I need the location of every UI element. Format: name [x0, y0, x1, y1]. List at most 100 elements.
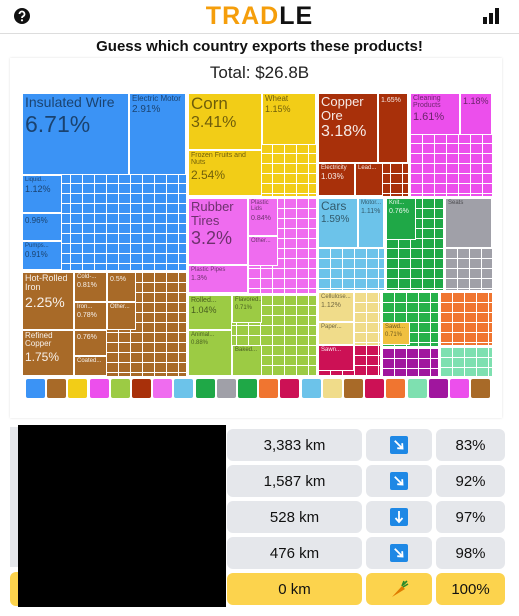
tile-label: Refined Copper — [25, 331, 53, 349]
direction-cell — [366, 573, 432, 605]
tile-label: Baked... — [235, 347, 258, 353]
treemap-tile: Motor... 1.11% — [358, 198, 384, 248]
total: Total: $26.8B — [209, 63, 310, 82]
category-icon — [47, 379, 67, 398]
tile-label: Rubber Tires — [191, 199, 234, 228]
tile-value: 0.81% — [77, 282, 97, 290]
tile-label: Cleaning Products — [413, 95, 441, 110]
treemap-tile: Paper... — [318, 322, 354, 345]
tile-label: Corn — [191, 94, 228, 113]
treemap-tile: Coated... — [74, 356, 107, 376]
category-icon — [301, 379, 321, 398]
treemap-tile: Flavored... 0.71% — [232, 295, 262, 323]
redacted — [18, 425, 226, 607]
help-icon[interactable] — [13, 7, 31, 25]
treemap-tile: 0.76% — [74, 330, 107, 356]
treemap-tile: Rubber Tires 3.2% — [188, 198, 248, 265]
name-cells — [10, 427, 18, 567]
tile-label: Coated... — [77, 358, 102, 364]
tile-label: Animal... — [191, 332, 215, 338]
percent-cell: 98% — [436, 537, 505, 569]
treemap-tile: Iron... 0.78% — [74, 302, 107, 330]
treemap-tile: Liquid... 1.12% — [22, 175, 62, 213]
treemap-tile: Sawd... 0.71% — [382, 322, 410, 345]
treemap-tile: Animal... 0.88% — [188, 330, 232, 376]
tile-value: 3.18% — [321, 123, 367, 141]
tile-value: 3.41% — [191, 113, 237, 131]
stats-icon[interactable] — [482, 8, 500, 24]
tile-label: Liquid... — [25, 177, 47, 183]
direction-cell — [366, 465, 432, 497]
tile-label: Electric Motor — [132, 94, 181, 103]
tile-value: 0.5% — [110, 276, 126, 283]
tile-label: Plastic Pipes — [191, 267, 226, 273]
category-icon — [68, 379, 88, 398]
tile-label: Wheat — [265, 94, 289, 103]
distance-cell: 476 km — [227, 537, 362, 569]
tile-value: 1.3% — [191, 275, 207, 283]
section-instruments — [440, 292, 492, 345]
treemap-tile: Sawn... — [318, 345, 354, 371]
tile-value: 0.84% — [251, 214, 271, 222]
tile-value: 0.76% — [77, 334, 97, 341]
category-icon — [322, 379, 342, 398]
tile-value: 1.11% — [361, 208, 381, 216]
tile-label: Electricity — [321, 165, 347, 171]
tile-label: Frozen Fruits and Nuts — [191, 152, 246, 167]
tile-label: Cold-... — [77, 274, 97, 280]
tile-label: Cellulose... — [321, 294, 351, 300]
tile-value: 6.71% — [25, 110, 91, 137]
tile-label: Rolled... — [191, 297, 217, 304]
logo-b: LE — [279, 2, 314, 30]
tile-value: 1.12% — [321, 302, 341, 310]
treemap-tile: Hot-Rolled Iron 2.25% — [22, 272, 74, 330]
tile-value: 2.54% — [191, 167, 226, 182]
category-icon — [386, 379, 406, 398]
category-icon — [238, 379, 257, 398]
category-icon — [26, 379, 45, 398]
logo: TRADLE — [0, 2, 519, 31]
category-icon — [195, 379, 215, 398]
tile-label: Lead... — [358, 165, 377, 171]
tile-value: 1.75% — [25, 349, 60, 364]
category-icon — [174, 379, 194, 398]
category-icon — [407, 379, 427, 398]
tile-value: 0.96% — [25, 216, 48, 225]
treemap-tile: Other... — [248, 236, 278, 266]
direction-arrow — [390, 436, 408, 454]
category-icon — [280, 379, 300, 398]
tile-value: 0.71% — [385, 332, 403, 339]
tile-label: Sawd... — [385, 324, 406, 330]
tile-value: 2.91% — [132, 104, 161, 116]
tile-value: 1.65% — [381, 97, 401, 104]
percent-cell: 100% — [436, 573, 505, 605]
percent-cell: 97% — [436, 501, 505, 533]
treemap-tile: Rolled... 1.04% — [188, 295, 232, 330]
question: Guess which country exports these produc… — [96, 38, 423, 55]
tile-label: Copper Ore — [321, 94, 364, 123]
percent-cell: 92% — [436, 465, 505, 497]
tile-value: 3.2% — [191, 228, 233, 249]
section-art — [440, 347, 492, 376]
tile-label: Other... — [251, 238, 271, 244]
treemap-tile: Lead... — [355, 163, 383, 196]
header-rule — [0, 33, 519, 34]
treemap-tile: Other... — [107, 302, 136, 330]
percent-cell: 83% — [436, 429, 505, 461]
direction-cell — [366, 501, 432, 533]
tile-value: 0.78% — [77, 312, 97, 320]
tile-value: 1.61% — [413, 110, 445, 123]
treemap-tile: Cleaning Products 1.61% — [410, 93, 460, 135]
treemap-tile: Plastic Lids 0.84% — [248, 198, 278, 236]
treemap-tile: 1.65% — [378, 93, 408, 163]
treemap-tile: 0.96% — [22, 213, 62, 241]
treemap-tile: Cellulose... 1.12% — [318, 292, 354, 322]
tile-value: 0.88% — [191, 340, 209, 347]
treemap-tile: Copper Ore 3.18% — [318, 93, 378, 163]
distance-cell: 0 km — [227, 573, 362, 605]
distance-cell: 1,587 km — [227, 465, 362, 497]
tile-label: Sawn... — [321, 347, 342, 353]
treemap-tile: Refined Copper 1.75% — [22, 330, 74, 376]
treemap-tile: Knit... 0.76% — [386, 198, 416, 240]
